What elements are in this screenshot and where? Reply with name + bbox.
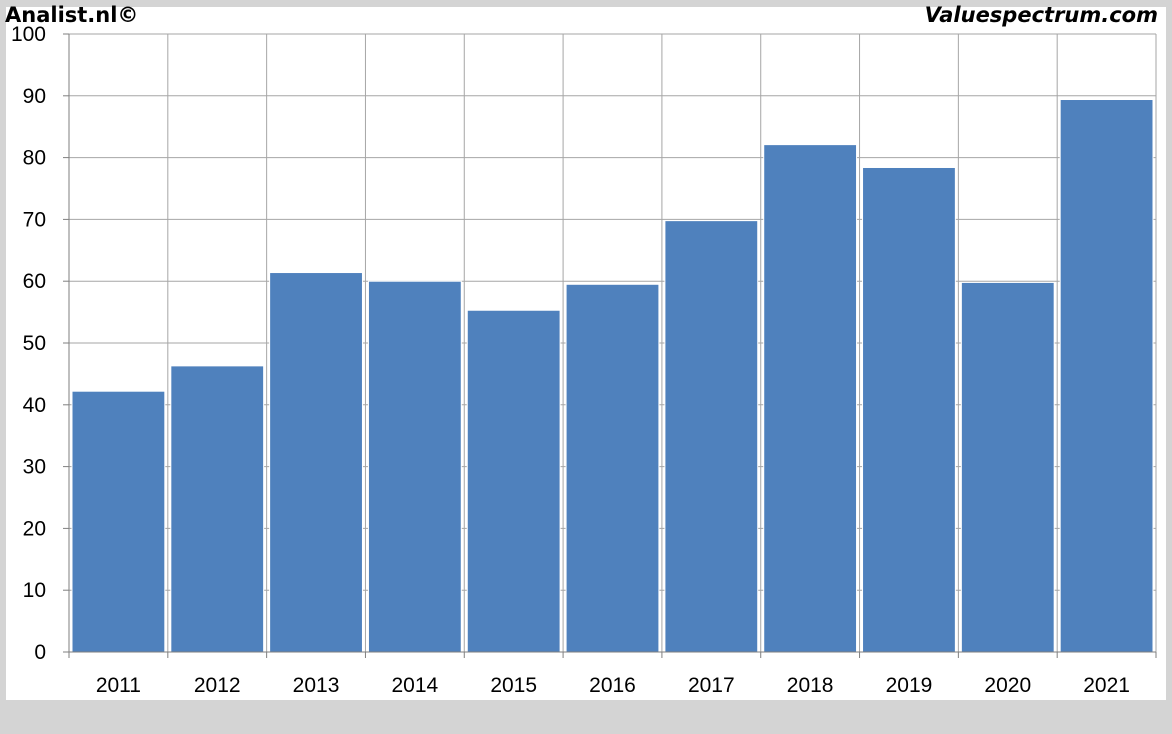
bars [71,99,1154,653]
x-tick-label: 2016 [589,674,636,697]
x-tick-label: 2013 [293,674,340,697]
y-tick-label: 10 [23,579,46,602]
y-tick-label: 90 [23,85,46,108]
y-tick-label: 50 [23,332,46,355]
bar-2016 [565,283,660,653]
y-tick-label: 0 [34,641,46,664]
y-tick-label: 60 [23,270,46,293]
x-tick-label: 2012 [194,674,241,697]
x-tick-label: 2021 [1083,674,1130,697]
bar-2019 [862,166,956,653]
footer-left-credit: Analist.nl© [5,3,139,27]
y-tick-label: 40 [23,394,46,417]
x-tick-label: 2020 [984,674,1031,697]
x-tick-label: 2019 [886,674,933,697]
bar-2018 [763,144,858,653]
bar-2012 [170,365,265,653]
x-tick-label: 2014 [392,674,439,697]
bar-2015 [466,309,561,653]
y-tick-labels: 0 10 20 30 40 50 60 70 80 90 100 [11,23,46,664]
x-tick-label: 2018 [787,674,834,697]
x-tick-labels: 2011 2012 2013 2014 2015 2016 2017 2018 2019 2020… [96,674,1130,697]
bar-2014 [367,280,462,653]
y-tick-label: 70 [23,208,46,231]
x-tick-label: 2015 [490,674,537,697]
y-tick-label: 30 [23,456,46,479]
x-tick-label: 2017 [688,674,735,697]
axes [63,33,1157,658]
bar-2020 [960,281,1055,653]
bar-2017 [664,220,759,653]
bar-2013 [269,272,363,653]
x-tick-label: 2011 [96,674,141,697]
y-tick-label: 20 [23,517,46,540]
bar-2021 [1059,99,1154,653]
y-tick-label: 100 [11,23,46,46]
footer-right-credit: Valuespectrum.com [924,3,1158,27]
bar-2011 [71,390,166,653]
y-tick-label: 80 [23,147,46,170]
